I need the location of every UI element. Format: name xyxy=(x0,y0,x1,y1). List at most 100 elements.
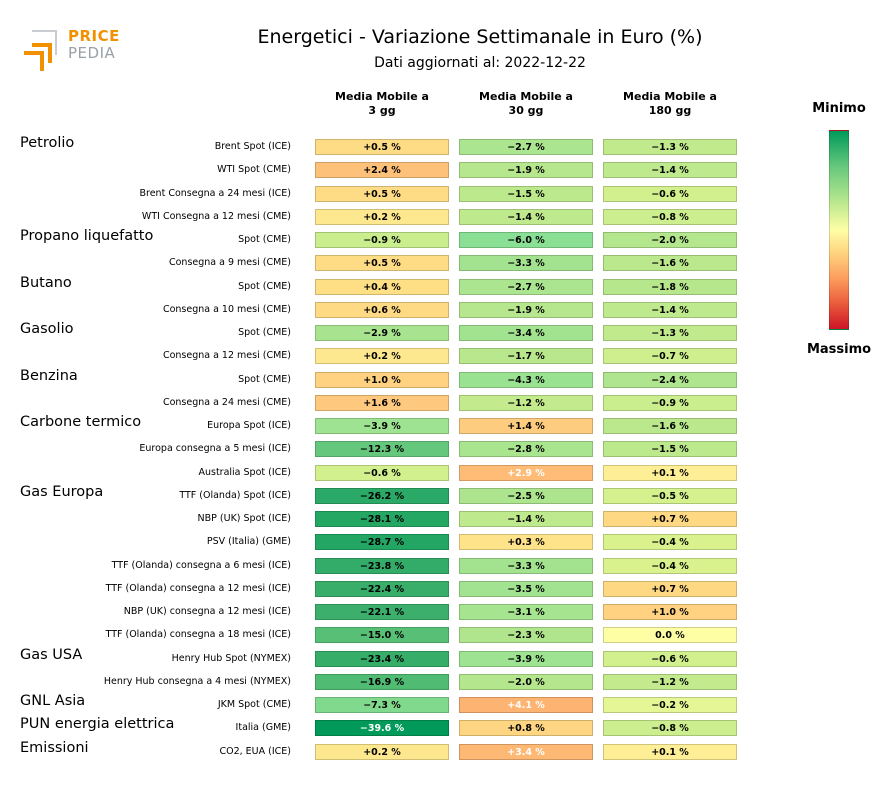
heatmap-cell: −2.0 % xyxy=(459,673,593,690)
row-label: Brent Spot (ICE) xyxy=(214,141,291,152)
heatmap-cell: −23.8 % xyxy=(315,557,449,574)
heatmap-cell: −28.7 % xyxy=(315,534,449,551)
heatmap-cell: +1.0 % xyxy=(315,371,449,388)
heatmap-cell: −0.8 % xyxy=(603,208,737,225)
heatmap-cell: −1.4 % xyxy=(459,208,593,225)
heatmap-cell: −22.4 % xyxy=(315,580,449,597)
heatmap-cell: −1.4 % xyxy=(603,301,737,318)
heatmap-cell: −2.7 % xyxy=(459,278,593,295)
heatmap-cell: −1.4 % xyxy=(459,511,593,527)
row-label: WTI Spot (CME) xyxy=(217,164,291,176)
heatmap-cell: −3.1 % xyxy=(459,604,593,620)
heatmap-cell: −0.6 % xyxy=(603,650,737,667)
heatmap-cell: −6.0 % xyxy=(459,232,593,248)
row-label: Italia (GME) xyxy=(235,722,291,734)
heatmap-cell: −0.9 % xyxy=(603,394,737,411)
row-label: Australia Spot (ICE) xyxy=(198,466,291,478)
row-label: TTF (Olanda) consegna a 12 mesi (ICE) xyxy=(105,582,291,594)
row-label: TTF (Olanda) consegna a 6 mesi (ICE) xyxy=(111,559,291,571)
heatmap-cell: −2.5 % xyxy=(459,487,593,504)
heatmap-cell: +0.8 % xyxy=(459,720,593,737)
group-label: GNL Asia xyxy=(20,693,86,709)
heatmap-cell: −1.7 % xyxy=(459,348,593,365)
heatmap-cell: −1.3 % xyxy=(603,139,737,155)
heatmap-cell: −0.4 % xyxy=(603,534,737,551)
heatmap-cell: +0.7 % xyxy=(603,511,737,527)
heatmap-cell: +0.5 % xyxy=(315,139,449,155)
row-label: Consegna a 9 mesi (CME) xyxy=(168,257,291,269)
logo-text-bottom: PEDIA xyxy=(68,44,116,62)
heatmap-cell: −0.4 % xyxy=(603,557,737,574)
group-label: Benzina xyxy=(20,367,78,384)
heatmap-cell: −3.4 % xyxy=(459,325,593,341)
heatmap-cell: −16.9 % xyxy=(315,673,449,690)
heatmap-cell: −1.5 % xyxy=(459,185,593,202)
row-label: Henry Hub Spot (NYMEX) xyxy=(171,652,291,664)
heatmap-cell: −2.0 % xyxy=(603,232,737,248)
heatmap-cell: −0.6 % xyxy=(315,464,449,481)
heatmap-cell: −4.3 % xyxy=(459,371,593,388)
heatmap-cell: −15.0 % xyxy=(315,627,449,644)
heatmap-cell: −1.9 % xyxy=(459,162,593,179)
heatmap-cell: −3.3 % xyxy=(459,255,593,272)
heatmap-cell: −2.3 % xyxy=(459,627,593,644)
heatmap-cell: +4.1 % xyxy=(459,697,593,713)
heatmap-cell: −2.8 % xyxy=(459,441,593,458)
heatmap-cell: +2.9 % xyxy=(459,464,593,481)
heatmap-cell: −1.9 % xyxy=(459,301,593,318)
logo-mark-icon xyxy=(24,30,57,71)
heatmap-cell: −3.9 % xyxy=(315,418,449,434)
colorbar xyxy=(829,130,849,330)
heatmap-cell: +0.5 % xyxy=(315,185,449,202)
row-label: PSV (Italia) (GME) xyxy=(206,536,291,548)
heatmap-cell: +1.6 % xyxy=(315,394,449,411)
column-header: Media Mobile a 30 gg xyxy=(479,90,573,117)
heatmap-cell: −1.3 % xyxy=(603,325,737,341)
group-label: Petrolio xyxy=(20,135,75,151)
heatmap-cell: +0.2 % xyxy=(315,348,449,365)
row-label: Brent Consegna a 24 mesi (ICE) xyxy=(139,187,292,199)
heatmap-cell: −7.3 % xyxy=(315,697,449,713)
heatmap-cell: +0.7 % xyxy=(603,580,737,597)
row-label: Spot (CME) xyxy=(238,234,291,245)
row-label: Europa consegna a 5 mesi (ICE) xyxy=(139,443,291,455)
heatmap-cell: +1.0 % xyxy=(603,604,737,620)
colorbar-min-label: Minimo xyxy=(812,101,866,116)
row-label: NBP (UK) Spot (ICE) xyxy=(197,513,291,524)
heatmap-cell: −0.2 % xyxy=(603,697,737,713)
heatmap-cell: −1.6 % xyxy=(603,255,737,272)
heatmap-cell: −12.3 % xyxy=(315,441,449,458)
heatmap-cell: −2.4 % xyxy=(603,371,737,388)
heatmap-cell: −3.9 % xyxy=(459,650,593,667)
row-label: Henry Hub consegna a 4 mesi (NYMEX) xyxy=(103,675,291,687)
heatmap-cell: −3.5 % xyxy=(459,580,593,597)
row-label: Europa Spot (ICE) xyxy=(207,420,291,431)
heatmap-cell: +3.4 % xyxy=(459,743,593,760)
heatmap-cell: −26.2 % xyxy=(315,487,449,504)
heatmap-cell: +0.3 % xyxy=(459,534,593,551)
row-label: Consegna a 12 mesi (CME) xyxy=(162,350,291,362)
row-label: Spot (CME) xyxy=(238,280,291,292)
heatmap-cell: +2.4 % xyxy=(315,162,449,179)
row-label: NBP (UK) consegna a 12 mesi (ICE) xyxy=(123,606,291,617)
heatmap-cell: −0.7 % xyxy=(603,348,737,365)
heatmap-cell: −1.8 % xyxy=(603,278,737,295)
row-label: TTF (Olanda) consegna a 18 mesi (ICE) xyxy=(105,629,291,641)
group-label: Butano xyxy=(20,274,72,291)
heatmap-cell: 0.0 % xyxy=(603,627,737,644)
group-label: Gas Europa xyxy=(20,483,104,500)
group-label: Carbone termico xyxy=(20,414,142,430)
heatmap-cell: −1.2 % xyxy=(459,394,593,411)
group-label: PUN energia elettrica xyxy=(20,716,175,733)
heatmap-cell: +0.4 % xyxy=(315,278,449,295)
row-label: JKM Spot (CME) xyxy=(217,699,291,710)
heatmap-cell: +0.5 % xyxy=(315,255,449,272)
heatmap-cell: −0.5 % xyxy=(603,487,737,504)
heatmap-cell: −23.4 % xyxy=(315,650,449,667)
heatmap-cell: +0.6 % xyxy=(315,301,449,318)
heatmap-cell: −0.8 % xyxy=(603,720,737,737)
heatmap-cell: −28.1 % xyxy=(315,511,449,527)
column-header: Media Mobile a 180 gg xyxy=(623,90,717,117)
heatmap-cell: −2.7 % xyxy=(459,139,593,155)
group-label: Gas USA xyxy=(20,646,83,663)
